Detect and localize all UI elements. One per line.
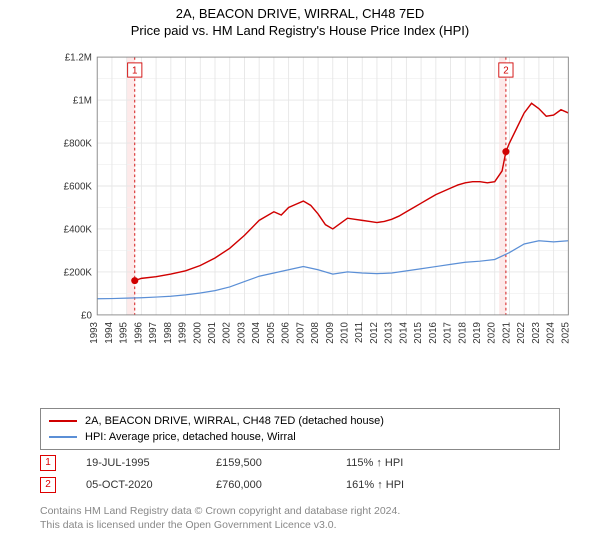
svg-text:2019: 2019 <box>472 322 483 344</box>
svg-text:1997: 1997 <box>148 322 159 344</box>
marker-badge: 1 <box>40 455 56 471</box>
marker-pct: 161% ↑ HPI <box>346 479 476 491</box>
svg-text:£800K: £800K <box>64 139 93 150</box>
svg-text:1: 1 <box>132 66 137 77</box>
title-line-2: Price paid vs. HM Land Registry's House … <box>0 23 600 38</box>
marker-badge: 2 <box>40 477 56 493</box>
svg-text:2016: 2016 <box>428 322 439 344</box>
svg-text:£200K: £200K <box>64 267 93 278</box>
svg-text:£0: £0 <box>81 310 92 321</box>
svg-text:2004: 2004 <box>251 321 262 343</box>
svg-text:2003: 2003 <box>236 322 247 344</box>
marker-date: 05-OCT-2020 <box>86 479 216 491</box>
svg-text:2018: 2018 <box>457 322 468 344</box>
marker-pct: 115% ↑ HPI <box>346 457 476 469</box>
svg-text:2001: 2001 <box>207 322 218 344</box>
svg-text:1994: 1994 <box>104 321 115 343</box>
legend-swatch <box>49 436 77 438</box>
svg-text:£400K: £400K <box>64 225 93 236</box>
svg-text:£600K: £600K <box>64 182 93 193</box>
footer-line-1: Contains HM Land Registry data © Crown c… <box>40 504 400 518</box>
legend: 2A, BEACON DRIVE, WIRRAL, CH48 7ED (deta… <box>40 408 560 450</box>
svg-text:2000: 2000 <box>192 321 203 343</box>
legend-item-hpi: HPI: Average price, detached house, Wirr… <box>49 429 551 445</box>
title-line-1: 2A, BEACON DRIVE, WIRRAL, CH48 7ED <box>0 6 600 21</box>
svg-text:1996: 1996 <box>133 322 144 344</box>
svg-text:1998: 1998 <box>163 322 174 344</box>
svg-text:1999: 1999 <box>178 322 189 344</box>
price-chart: £0 £200K £400K £600K £800K £1M £1.2M 1993 1994 19… <box>50 50 580 370</box>
footer: Contains HM Land Registry data © Crown c… <box>40 504 400 532</box>
svg-text:2014: 2014 <box>398 321 409 343</box>
svg-text:1995: 1995 <box>119 321 130 343</box>
legend-swatch <box>49 420 77 422</box>
svg-text:2022: 2022 <box>516 322 527 344</box>
marker-row-1: 1 19-JUL-1995 £159,500 115% ↑ HPI <box>40 452 476 474</box>
svg-text:1993: 1993 <box>89 322 100 344</box>
svg-text:£1.2M: £1.2M <box>65 53 92 64</box>
svg-text:2023: 2023 <box>531 322 542 344</box>
svg-text:2013: 2013 <box>384 322 395 344</box>
title-block: 2A, BEACON DRIVE, WIRRAL, CH48 7ED Price… <box>0 0 600 38</box>
marker-table: 1 19-JUL-1995 £159,500 115% ↑ HPI 2 05-O… <box>40 452 476 496</box>
svg-text:2021: 2021 <box>501 322 512 344</box>
svg-text:2010: 2010 <box>340 321 351 343</box>
svg-text:2006: 2006 <box>281 322 292 344</box>
legend-item-price-paid: 2A, BEACON DRIVE, WIRRAL, CH48 7ED (deta… <box>49 413 551 429</box>
svg-text:2009: 2009 <box>325 322 336 344</box>
svg-text:2005: 2005 <box>266 321 277 343</box>
svg-text:2011: 2011 <box>354 322 365 343</box>
legend-label: 2A, BEACON DRIVE, WIRRAL, CH48 7ED (deta… <box>85 415 384 427</box>
svg-text:2: 2 <box>503 66 508 77</box>
legend-label: HPI: Average price, detached house, Wirr… <box>85 431 296 443</box>
svg-text:2017: 2017 <box>443 322 454 344</box>
svg-text:2007: 2007 <box>295 322 306 344</box>
svg-text:2008: 2008 <box>310 322 321 344</box>
marker-price: £159,500 <box>216 457 346 469</box>
svg-text:2020: 2020 <box>487 321 498 343</box>
marker-row-2: 2 05-OCT-2020 £760,000 161% ↑ HPI <box>40 474 476 496</box>
marker-price: £760,000 <box>216 479 346 491</box>
svg-text:2024: 2024 <box>546 321 557 343</box>
svg-text:2015: 2015 <box>413 321 424 343</box>
svg-text:2025: 2025 <box>560 321 571 343</box>
footer-line-2: This data is licensed under the Open Gov… <box>40 518 400 532</box>
svg-text:£1M: £1M <box>73 96 92 107</box>
marker-date: 19-JUL-1995 <box>86 457 216 469</box>
svg-text:2012: 2012 <box>369 322 380 344</box>
svg-text:2002: 2002 <box>222 322 233 344</box>
